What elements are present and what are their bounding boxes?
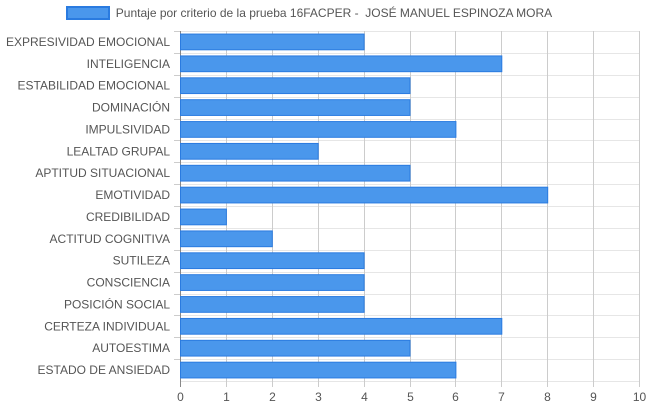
category-label: ACTITUD COGNITIVA: [50, 232, 170, 246]
category-label: ESTABILIDAD EMOCIONAL: [18, 79, 171, 93]
category-label: CONSCIENCIA: [87, 276, 170, 290]
x-tick-label: 8: [544, 390, 551, 404]
category-label: EMOTIVIDAD: [95, 188, 170, 202]
x-tick-label: 4: [361, 390, 368, 404]
x-tick-label: 3: [315, 390, 322, 404]
category-label: INTELIGENCIA: [87, 57, 170, 71]
bar: [180, 252, 365, 270]
bar: [180, 142, 319, 160]
bar: [180, 317, 503, 335]
chart-legend[interactable]: Puntaje por criterio de la prueba 16FACP…: [0, 6, 648, 20]
bar: [180, 230, 273, 248]
x-tick-label: 0: [177, 390, 184, 404]
bar: [180, 164, 411, 182]
category-label: SUTILEZA: [113, 254, 170, 268]
bar: [180, 121, 457, 138]
bar: [180, 339, 411, 357]
x-tick-label: 9: [590, 390, 597, 404]
x-tick-label: 7: [498, 390, 505, 404]
x-tick-label: 5: [407, 390, 414, 404]
category-label: POSICIÓN SOCIAL: [64, 296, 170, 311]
x-tick-label: 10: [633, 390, 647, 404]
bar: [180, 99, 411, 116]
category-label: IMPULSIVIDAD: [85, 122, 170, 136]
category-label: CREDIBILIDAD: [86, 210, 170, 224]
bar: [180, 33, 365, 51]
category-label: ESTADO DE ANSIEDAD: [38, 363, 171, 377]
x-tick-label: 1: [223, 390, 230, 404]
legend-swatch: [65, 6, 110, 20]
bar: [180, 208, 227, 226]
legend-label: Puntaje por criterio de la prueba 16FACP…: [115, 6, 553, 20]
bar: [180, 77, 411, 95]
category-label: APTITUD SITUACIONAL: [35, 166, 170, 180]
category-label: DOMINACIÓN: [92, 100, 170, 115]
x-tick-label: 2: [269, 390, 276, 404]
bar: [180, 274, 365, 291]
category-label: CERTEZA INDIVIDUAL: [44, 319, 170, 333]
bar: [180, 55, 503, 73]
category-label: EXPRESIVIDAD EMOCIONAL: [6, 35, 170, 49]
category-label: AUTOESTIMA: [92, 341, 170, 355]
category-label: LEALTAD GRUPAL: [67, 144, 171, 158]
x-tick-label: 6: [452, 390, 459, 404]
bar: [180, 296, 365, 313]
bar: [180, 361, 457, 379]
bar: [180, 186, 549, 204]
